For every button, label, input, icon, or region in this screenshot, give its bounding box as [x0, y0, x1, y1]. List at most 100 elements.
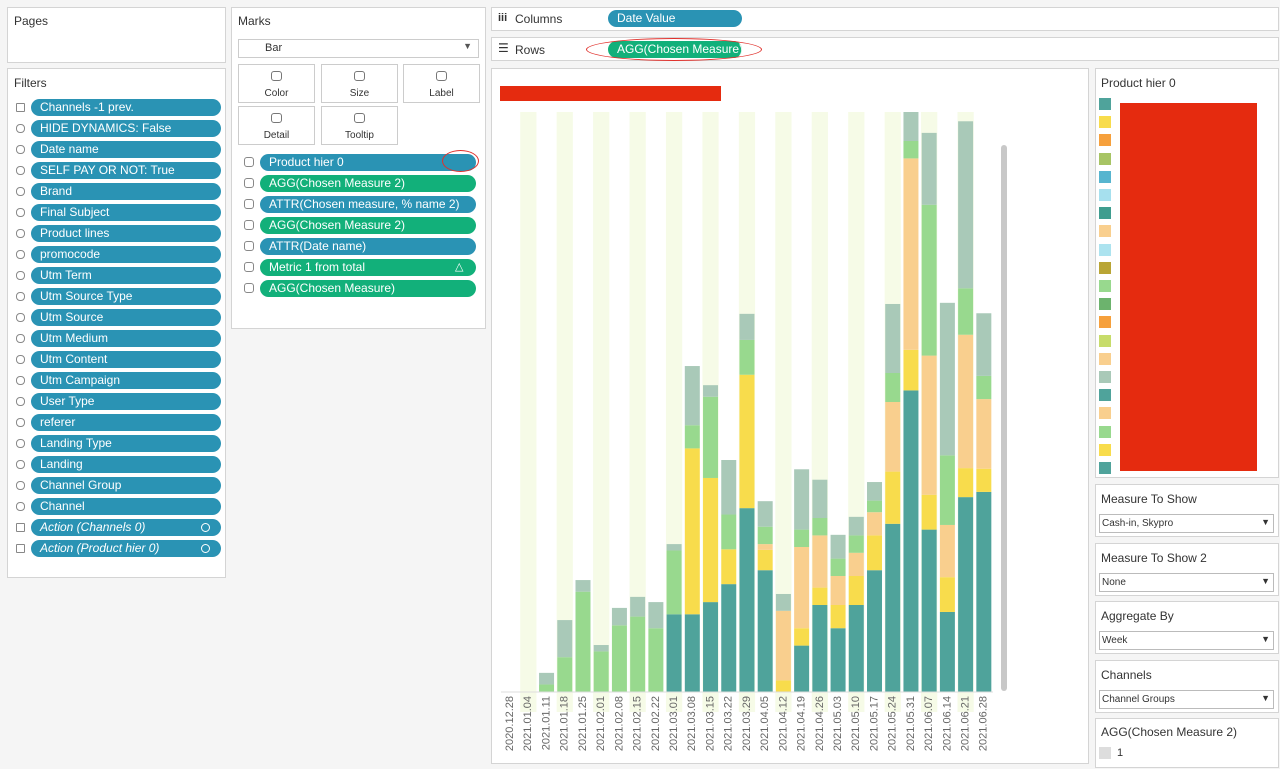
legend-swatch: [1099, 298, 1111, 311]
bar-segment: [593, 645, 609, 652]
bar-segment: [939, 455, 955, 525]
legend-swatch: [1099, 225, 1111, 238]
bar-segment: [830, 558, 846, 576]
bar-segment: [885, 303, 901, 373]
marks-button[interactable]: Tooltip: [321, 106, 398, 145]
mark-field-pill[interactable]: AGG(Chosen Measure): [260, 280, 476, 297]
filter-pill[interactable]: promocode: [31, 246, 221, 263]
x-tick-label: 2021.04.26: [814, 696, 826, 751]
bar-segment: [812, 535, 828, 588]
mark-field-pill[interactable]: Metric 1 from total: [260, 259, 476, 276]
legend-swatch: [1099, 280, 1111, 292]
filter-pill[interactable]: Channel Group: [31, 477, 221, 494]
filter-icon: [16, 334, 25, 343]
bar-segment: [830, 628, 846, 692]
filter-pill[interactable]: Channels -1 prev.: [31, 99, 221, 116]
button-label: Detail: [263, 130, 290, 141]
bar-segment: [921, 132, 937, 205]
filter-pill[interactable]: Product lines: [31, 225, 221, 242]
bar-segment: [867, 482, 883, 501]
parameter-dropdown[interactable]: Channel Groups ▼: [1099, 689, 1274, 709]
mark-field-pill[interactable]: Product hier 0: [260, 154, 476, 171]
bar-segment: [976, 399, 992, 469]
parameter-title: Measure To Show 2: [1101, 550, 1207, 565]
bar-segment: [812, 479, 828, 518]
bar-segment: [794, 645, 810, 692]
legend-swatch: [1099, 334, 1111, 347]
filter-pill[interactable]: Final Subject: [31, 204, 221, 221]
button-icon: [436, 71, 447, 81]
filter-pill[interactable]: Action (Channels 0): [31, 519, 221, 536]
x-tick-label: 2021.02.08: [613, 696, 625, 751]
filter-icon: [16, 418, 25, 427]
bar-segment: [976, 313, 992, 376]
filter-icon: [16, 544, 25, 553]
mark-field-pill[interactable]: AGG(Chosen Measure 2): [260, 217, 476, 234]
bar-segment: [939, 302, 955, 456]
mark-field-pill[interactable]: ATTR(Chosen measure, % name 2): [260, 196, 476, 213]
filter-pill[interactable]: Utm Medium: [31, 330, 221, 347]
field-icon: [244, 199, 254, 209]
bar-segment: [794, 547, 810, 629]
bar-segment: [703, 477, 719, 603]
bar-segment: [794, 529, 810, 547]
filter-icon: [16, 481, 25, 490]
legend-swatch: [1099, 207, 1111, 220]
parameter-dropdown[interactable]: Cash-in, Skypro ▼: [1099, 514, 1274, 533]
bar-segment: [721, 460, 737, 515]
mark-field-pill[interactable]: ATTR(Date name): [260, 238, 476, 255]
parameter-dropdown[interactable]: Week ▼: [1099, 631, 1274, 650]
x-tick-label: 2020.12.28: [504, 696, 516, 751]
bar-segment: [575, 591, 591, 692]
filter-pill[interactable]: Landing: [31, 456, 221, 473]
parameter-value: Cash-in, Skypro: [1102, 518, 1174, 529]
pages-panel: [7, 7, 226, 63]
marks-button[interactable]: Label: [403, 64, 480, 103]
bar-segment: [739, 339, 755, 375]
bar-segment: [976, 468, 992, 492]
filter-icon: [16, 271, 25, 280]
filter-pill[interactable]: Utm Content: [31, 351, 221, 368]
x-tick-label: 2021.05.31: [905, 696, 917, 751]
filter-pill[interactable]: Date name: [31, 141, 221, 158]
parameter-dropdown[interactable]: None ▼: [1099, 572, 1274, 592]
bar-segment: [903, 141, 919, 159]
columns-pill[interactable]: Date Value: [608, 10, 742, 27]
bar-segment: [867, 500, 883, 513]
button-icon: [271, 71, 282, 81]
filter-pill[interactable]: Brand: [31, 183, 221, 200]
legend-swatch: [1099, 462, 1111, 474]
x-tick-label: 2021.01.04: [522, 696, 534, 751]
bar-segment: [648, 628, 664, 692]
filter-pill[interactable]: User Type: [31, 393, 221, 410]
filter-pill[interactable]: Utm Source: [31, 309, 221, 326]
filter-pill[interactable]: Channel: [31, 498, 221, 515]
filter-pill[interactable]: Utm Campaign: [31, 372, 221, 389]
delta-icon: △: [455, 261, 464, 273]
filter-pill[interactable]: Landing Type: [31, 435, 221, 452]
x-tick-label: 2021.03.29: [741, 696, 753, 751]
mark-field-pill[interactable]: AGG(Chosen Measure 2): [260, 175, 476, 192]
marks-button[interactable]: Size: [321, 64, 398, 103]
legend-swatch: [1099, 152, 1111, 165]
size-legend-title: AGG(Chosen Measure 2): [1101, 725, 1238, 739]
x-tick-label: 2021.06.28: [978, 696, 990, 751]
filter-pill[interactable]: referer: [31, 414, 221, 431]
bar-segment: [684, 448, 700, 615]
field-icon: [244, 178, 254, 188]
legend-swatch: [1099, 189, 1111, 201]
filter-pill[interactable]: Utm Term: [31, 267, 221, 284]
mark-type-dropdown[interactable]: Bar ▼: [238, 39, 479, 58]
filter-pill[interactable]: HIDE DYNAMICS: False: [31, 120, 221, 137]
marks-title: Marks: [238, 14, 271, 28]
filter-pill[interactable]: Action (Product hier 0): [31, 540, 221, 557]
parameter-title: Measure To Show: [1101, 492, 1197, 506]
marks-button[interactable]: Detail: [238, 106, 315, 145]
band-stripe: [556, 112, 573, 712]
bar-segment: [775, 593, 791, 611]
filter-pill[interactable]: Utm Source Type: [31, 288, 221, 305]
marks-button[interactable]: Color: [238, 64, 315, 103]
field-icon: [244, 220, 254, 230]
band-stripe: [593, 112, 610, 712]
filter-pill[interactable]: SELF PAY OR NOT: True: [31, 162, 221, 179]
